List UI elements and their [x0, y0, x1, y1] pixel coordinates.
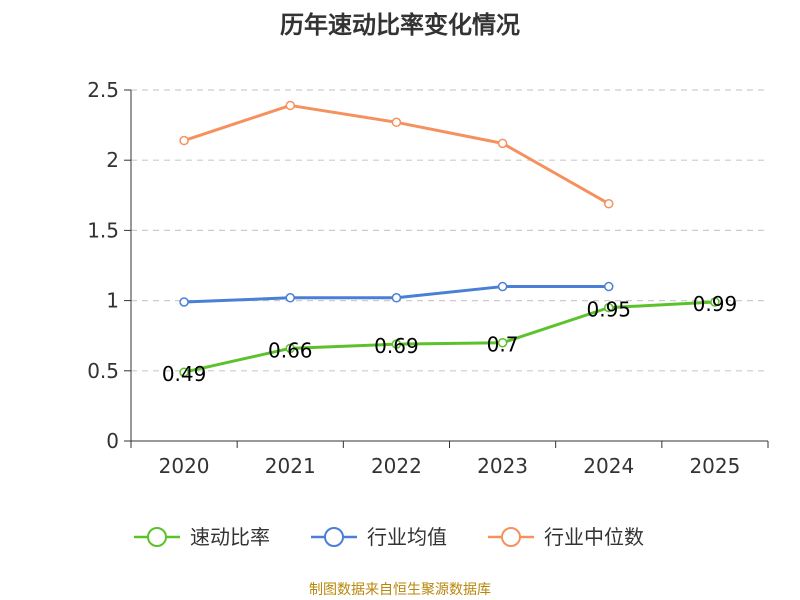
x-tick-label: 2023: [477, 454, 528, 478]
x-tick-label: 2022: [371, 454, 422, 478]
legend-marker: [324, 527, 344, 547]
data-point: [604, 281, 614, 292]
chart-title: 历年速动比率变化情况: [280, 11, 520, 39]
data-point: [604, 302, 614, 313]
data-point: [179, 367, 189, 377]
series-line: [183, 300, 715, 374]
data-point: [391, 293, 402, 303]
x-tick-label: 2020: [159, 454, 210, 478]
legend-item[interactable]: 速动比率: [134, 525, 270, 549]
y-tick-label: 1.5: [87, 218, 119, 242]
data-point: [179, 297, 189, 307]
legend-marker: [501, 527, 521, 547]
data-label: 0.95: [586, 298, 631, 322]
x-tick-label: 2024: [583, 454, 634, 478]
data-point: [391, 339, 402, 349]
data-point: [604, 198, 614, 209]
source-note: 制图数据来自恒生聚源数据库: [309, 582, 491, 598]
legend-label: 行业均值: [367, 525, 447, 549]
x-tick-label: 2021: [265, 454, 316, 478]
data-point: [497, 138, 508, 149]
data-point: [285, 100, 295, 111]
data-labels: 0.49 0.66 0.69 0.7 0.95 0.99: [162, 292, 737, 386]
data-label: 0.49: [162, 362, 207, 386]
data-point: [391, 117, 402, 128]
data-point: [285, 293, 295, 303]
data-label: 0.99: [693, 292, 738, 316]
data-label: 0.66: [268, 338, 313, 362]
axes: 0 0.5 1 1.5 2 2.5 2020 2021 2022 2023 2024 2025: [87, 78, 769, 478]
y-tick-label: 1: [106, 289, 119, 313]
x-tick-label: 2025: [689, 454, 740, 478]
grid-lines: [131, 89, 768, 372]
y-tick-label: 0: [106, 429, 119, 453]
legend-marker: [147, 527, 167, 547]
legend-label: 行业中位数: [544, 525, 644, 549]
legend-item[interactable]: 行业中位数: [488, 525, 644, 549]
data-point: [179, 135, 189, 146]
legend-item[interactable]: 行业均值: [311, 525, 447, 549]
data-label: 0.7: [487, 333, 519, 357]
data-label: 0.69: [374, 334, 419, 358]
y-tick-label: 2: [106, 148, 119, 172]
data-point: [285, 343, 295, 354]
legend: 速动比率 行业均值 行业中位数: [134, 525, 644, 549]
data-point: [710, 297, 720, 307]
data-point: [497, 337, 508, 348]
y-tick-label: 0.5: [87, 359, 119, 383]
data-point: [497, 281, 508, 292]
y-tick-label: 2.5: [87, 78, 119, 102]
legend-label: 速动比率: [190, 525, 270, 549]
series-lines: [179, 100, 720, 377]
